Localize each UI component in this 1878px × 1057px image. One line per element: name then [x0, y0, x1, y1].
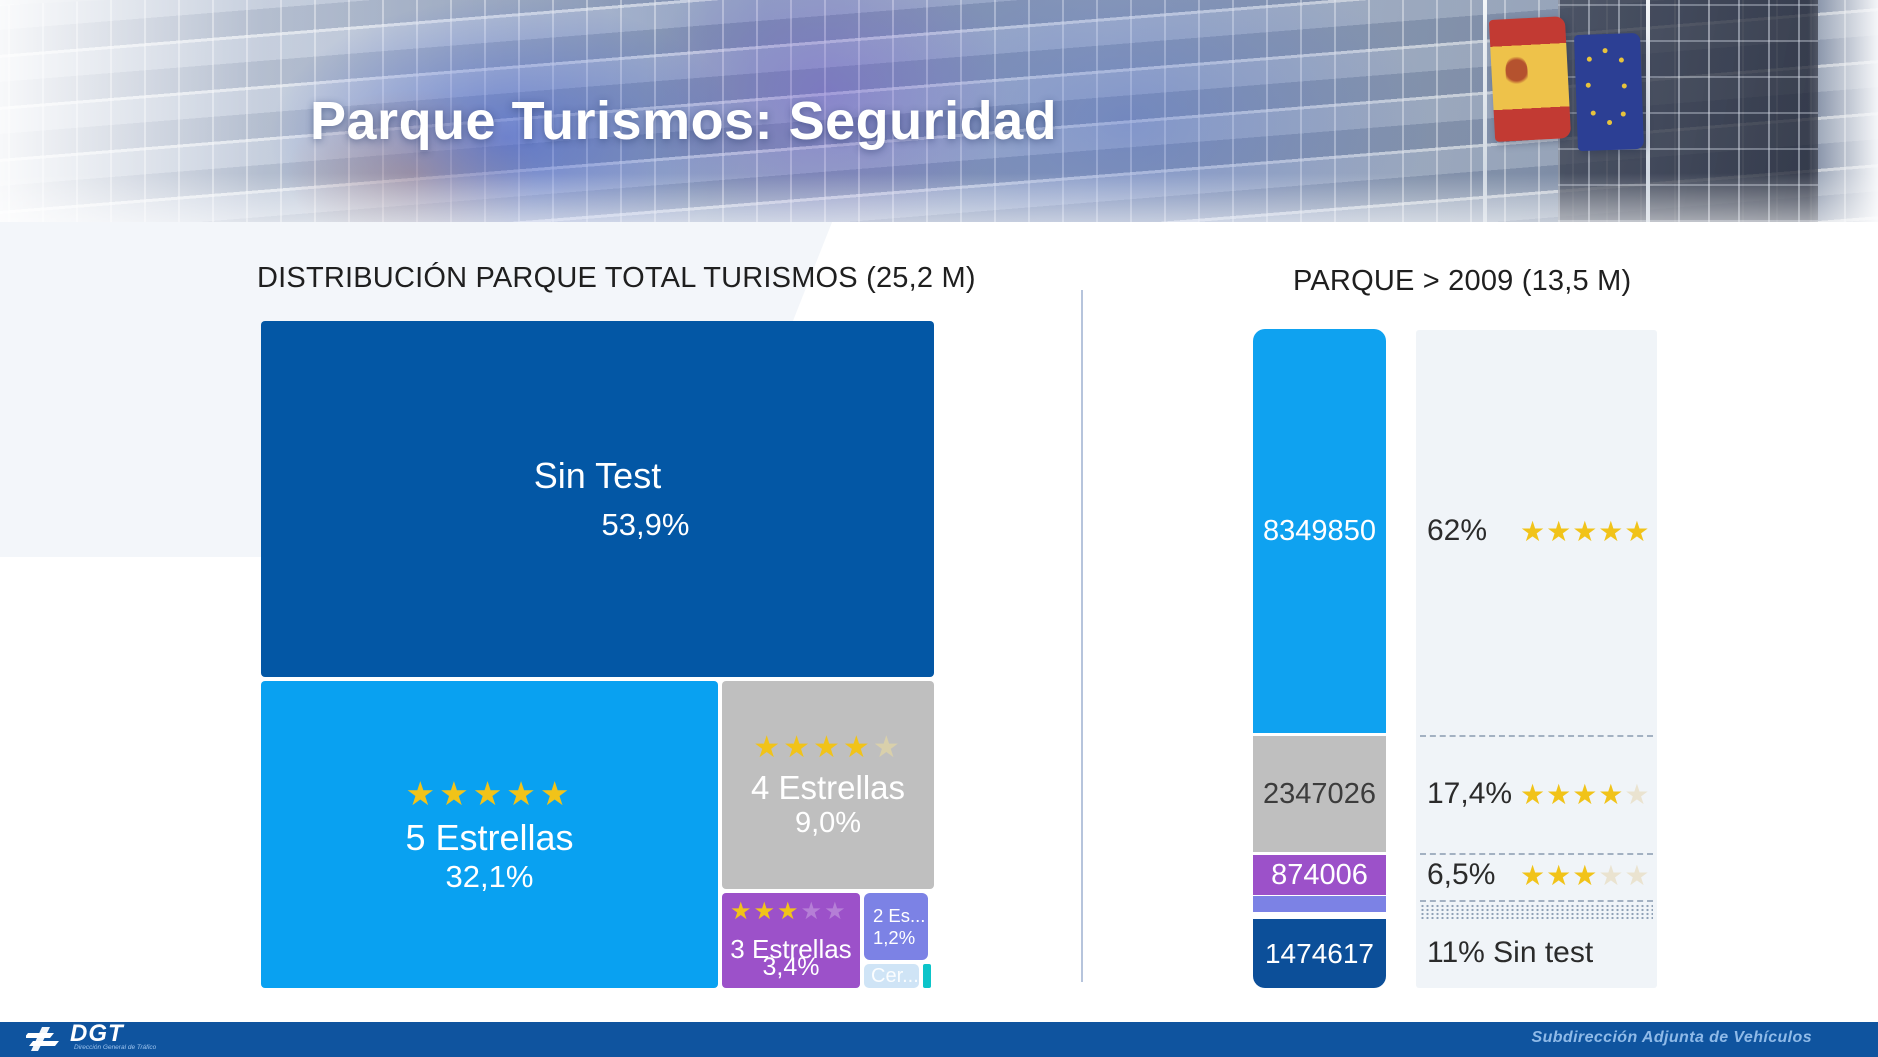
panel-row-5-estrellas: 62% ★★★★★	[1416, 509, 1657, 553]
treemap-tile-4-estrellas: ★★★★★ 4 Estrellas 9,0%	[722, 681, 934, 889]
bar-segment-sin-test: 1474617	[1253, 919, 1386, 988]
tile-percent: 9,0%	[794, 806, 862, 839]
tile-label: 2 Es...	[873, 905, 926, 927]
bar-value: 1474617	[1264, 937, 1374, 969]
tile-label: Cer...	[871, 965, 919, 987]
bar-segment-4-estrellas: 2347026	[1253, 736, 1386, 852]
bar-segment-5-estrellas: 8349850	[1253, 329, 1386, 733]
treemap-tile-3-estrellas: ★★★★★ 3 Estrellas 3,4%	[722, 893, 860, 988]
slide-title: Parque Turismos: Seguridad	[310, 91, 1058, 151]
treemap-tile-5-estrellas: ★★★★★ 5 Estrellas 32,1%	[261, 681, 718, 988]
star-rating: ★★★★★	[753, 730, 903, 764]
dashed-divider	[1420, 853, 1653, 855]
star-rating: ★★★★★	[1520, 515, 1651, 547]
tile-label: 3 Estrellas	[730, 934, 852, 964]
panel-row-sin-test: 11% Sin test	[1416, 931, 1657, 975]
star-rating: ★★★★★	[1520, 859, 1651, 891]
tile-label: Sin Test	[533, 455, 662, 497]
tile-percent: 32,1%	[445, 858, 534, 894]
stacked-bar: 8349850 2347026 874006 1474617	[1253, 329, 1386, 988]
treemap-tile-cero: Cer...	[864, 964, 919, 988]
treemap-tile-sin-test: Sin Test 53,9%	[261, 321, 934, 677]
star-rating: ★★★★★	[1520, 778, 1651, 810]
bar-segment-unlabeled	[1253, 896, 1386, 912]
star-rating: ★★★★★	[730, 898, 848, 925]
right-chart-title: PARQUE > 2009 (13,5 M)	[1293, 265, 1632, 297]
dashed-divider	[1420, 735, 1653, 737]
dotted-band	[1420, 904, 1653, 919]
tile-percent: 3,4%	[762, 953, 820, 981]
dgt-logo: DGT Dirección General de Tráfico	[26, 1020, 156, 1054]
dashed-divider	[1420, 900, 1653, 902]
row-percent: 6,5%	[1427, 858, 1496, 891]
treemap-tile-teal	[923, 964, 931, 988]
rating-panel: 62% ★★★★★ 17,4% ★★★★★ 6,5% ★★★★★ 11% Sin…	[1416, 330, 1657, 988]
tile-label: 4 Estrellas	[750, 768, 906, 806]
dgt-logo-icon	[26, 1027, 59, 1051]
panel-row-4-estrellas: 17,4% ★★★★★	[1416, 772, 1657, 816]
tile-percent: 53,9%	[601, 506, 690, 542]
left-chart-title: DISTRIBUCIÓN PARQUE TOTAL TURISMOS (25,2…	[257, 262, 976, 294]
header-photo: Parque Turismos: Seguridad	[0, 0, 1878, 222]
tile-percent: 1,2%	[873, 926, 916, 948]
panel-row-3-estrellas: 6,5% ★★★★★	[1416, 853, 1657, 897]
photo-bottom-fade	[0, 0, 1878, 222]
star-rating: ★★★★★	[405, 775, 574, 813]
dgt-logo-subtext: Dirección General de Tráfico	[74, 1044, 157, 1051]
bar-value: 8349850	[1263, 514, 1376, 547]
row-percent: 17,4%	[1427, 777, 1513, 810]
row-percent: 62%	[1427, 514, 1488, 547]
treemap-tile-2-estrellas: 2 Es... 1,2%	[864, 893, 928, 960]
footer-bar: DGT Dirección General de Tráfico Subdire…	[0, 1022, 1878, 1057]
row-label: 11% Sin test	[1427, 936, 1594, 969]
bar-value: 874006	[1271, 858, 1368, 891]
tile-label: 5 Estrellas	[405, 817, 574, 859]
bar-segment-3-estrellas: 874006	[1253, 855, 1386, 895]
bar-value: 2347026	[1263, 777, 1376, 810]
chart-divider	[1081, 290, 1083, 982]
footer-department: Subdirección Adjunta de Vehículos	[1531, 1029, 1812, 1046]
dgt-logo-text: DGT	[70, 1020, 124, 1047]
